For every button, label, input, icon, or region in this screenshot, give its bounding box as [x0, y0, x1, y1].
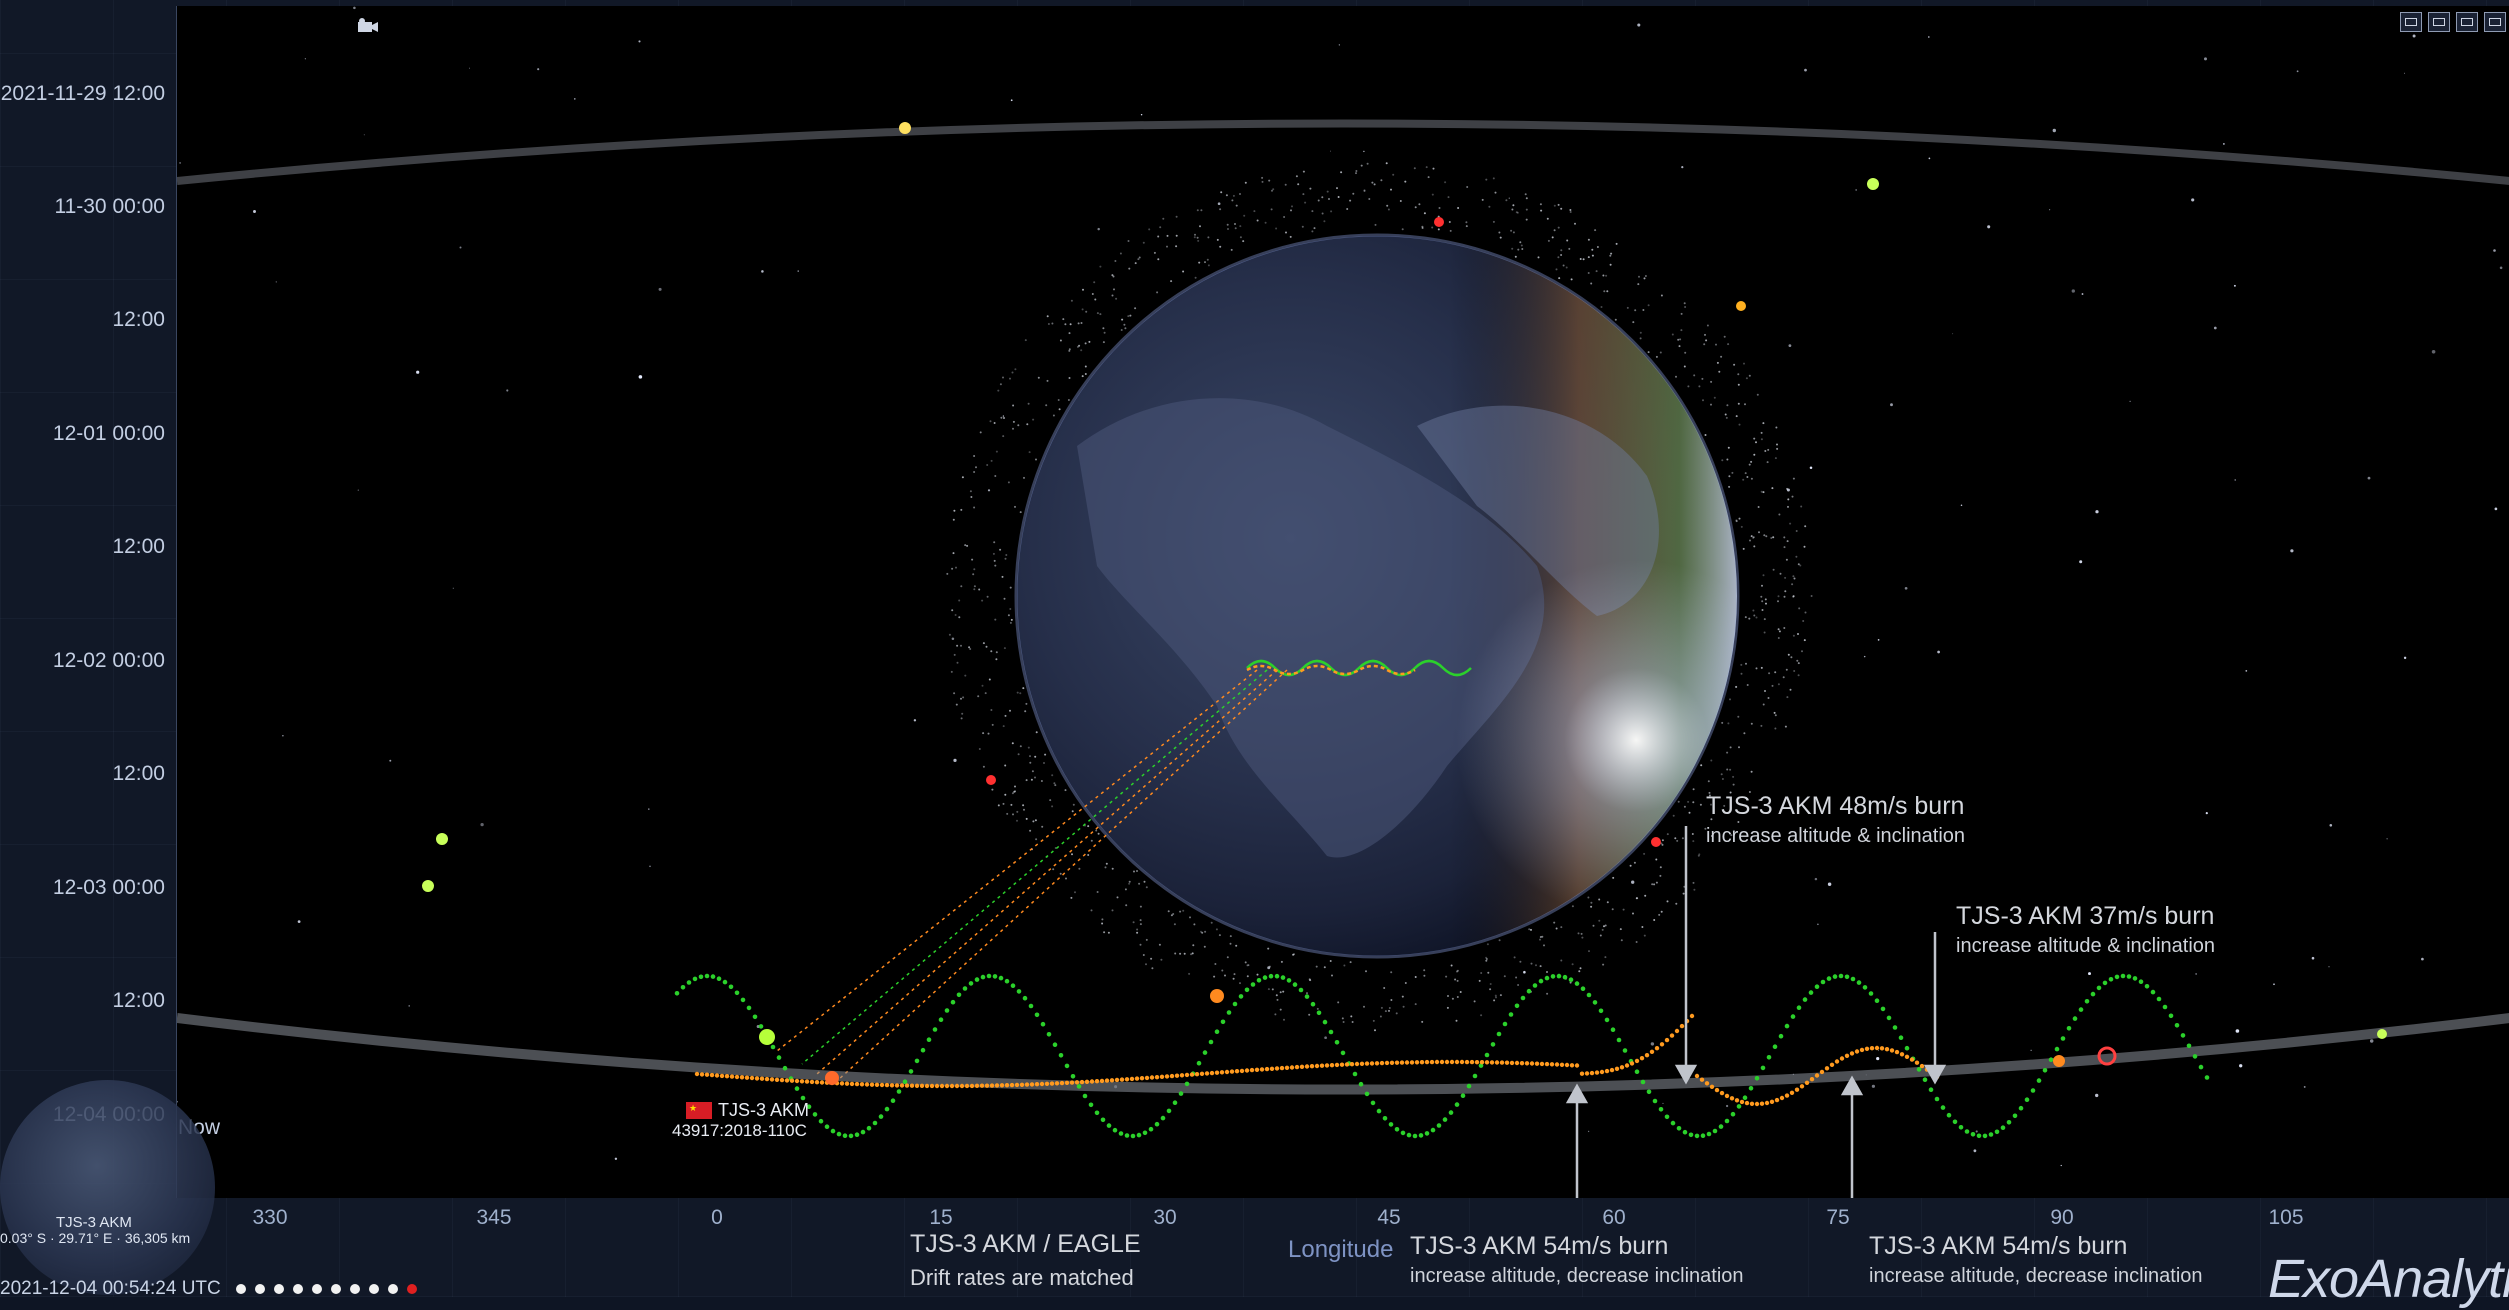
annotation-subtitle: increase altitude, decrease inclination — [1410, 1265, 1744, 1287]
china-flag-icon — [686, 1102, 712, 1119]
annotation-title: TJS-3 AKM / EAGLE — [910, 1230, 1141, 1258]
time-axis-label: 12-03 00:00 — [52, 876, 165, 899]
geo-belt-upper — [177, 119, 2509, 185]
time-axis-label: 12-02 00:00 — [52, 649, 165, 672]
longitude-tick: 345 — [476, 1206, 512, 1229]
earth-globe — [1014, 233, 1740, 959]
camera-icon[interactable] — [357, 18, 379, 34]
annotation-subtitle: increase altitude & inclination — [1706, 825, 1966, 847]
longitude-tick: 45 — [1377, 1206, 1401, 1229]
mini-globe[interactable] — [0, 1080, 215, 1295]
akm-track — [694, 1013, 1940, 1107]
speed-dot[interactable] — [255, 1284, 265, 1294]
speed-dot[interactable] — [331, 1284, 341, 1294]
longitude-tick: 30 — [1153, 1206, 1177, 1229]
speed-dot[interactable] — [274, 1284, 284, 1294]
split-view-icon[interactable] — [2456, 12, 2478, 32]
longitude-axis-title: Longitude — [1288, 1236, 1394, 1263]
longitude-tick: 105 — [2268, 1206, 2304, 1229]
debris-cloud — [946, 162, 1813, 1032]
satellite-label[interactable]: TJS-3 AKM 43917:2018-110C — [672, 1100, 810, 1141]
burn-markers — [1565, 826, 1947, 1198]
scene-canvas — [177, 6, 2509, 1198]
grid-view-icon[interactable] — [2484, 12, 2506, 32]
time-axis-label: 12:00 — [112, 308, 165, 331]
view-toolbar — [2400, 12, 2506, 32]
longitude-tick: 75 — [1826, 1206, 1850, 1229]
time-axis-label: 12:00 — [112, 762, 165, 785]
annotation-subtitle: increase altitude & inclination — [1956, 935, 2216, 957]
single-view-icon[interactable] — [2428, 12, 2450, 32]
geo-belt-lower — [177, 1013, 2509, 1095]
longitude-tick: 0 — [711, 1206, 723, 1229]
annotation-subtitle: increase altitude, decrease inclination — [1869, 1265, 2203, 1287]
satellite-name: TJS-3 AKM — [718, 1100, 810, 1120]
longitude-tick: 330 — [252, 1206, 288, 1229]
speed-dot[interactable] — [312, 1284, 322, 1294]
layout-icon[interactable] — [2400, 12, 2422, 32]
speed-dot[interactable] — [388, 1284, 398, 1294]
time-axis-label: 12:00 — [112, 989, 165, 1012]
longitude-tick: 90 — [2050, 1206, 2074, 1229]
speed-dot-active[interactable] — [407, 1284, 417, 1294]
annotation-burn-54-second: TJS-3 AKM 54m/s burn increase altitude, … — [1869, 1232, 2203, 1288]
longitude-tick: 15 — [929, 1206, 953, 1229]
annotation-title: TJS-3 AKM 54m/s burn — [1869, 1232, 2128, 1260]
speed-dot[interactable] — [369, 1284, 379, 1294]
speed-dot[interactable] — [350, 1284, 360, 1294]
eagle-track — [674, 973, 2210, 1139]
annotation-drift: TJS-3 AKM / EAGLE Drift rates are matche… — [910, 1230, 1141, 1291]
mini-view-coords: 0.03° S · 29.71° E · 36,305 km — [0, 1230, 191, 1246]
time-axis-label: 2021-11-29 12:00 — [0, 82, 165, 105]
orbit-viewport[interactable] — [176, 6, 2509, 1198]
tracked-object-red — [2097, 1046, 2117, 1066]
akm-object — [825, 1071, 839, 1085]
time-axis-label: 12-01 00:00 — [52, 422, 165, 445]
playback-speed-dots[interactable] — [236, 1284, 417, 1294]
annotation-burn-37: TJS-3 AKM 37m/s burn increase altitude &… — [1956, 902, 2215, 958]
speed-dot[interactable] — [293, 1284, 303, 1294]
brand-logo: ExoAnalytic — [2268, 1249, 2509, 1309]
annotation-title: TJS-3 AKM 37m/s burn — [1956, 902, 2215, 930]
annotation-subtitle: Drift rates are matched — [910, 1265, 1134, 1290]
satellite-designation: 43917:2018-110C — [672, 1121, 807, 1140]
longitude-tick: 60 — [1602, 1206, 1626, 1229]
ground-track-akm — [1246, 664, 1416, 676]
annotation-title: TJS-3 AKM 48m/s burn — [1706, 792, 1965, 820]
utc-clock: 2021-12-04 00:54:24 UTC — [0, 1278, 221, 1299]
time-axis-label: 11-30 00:00 — [54, 195, 165, 218]
annotation-burn-54-first: TJS-3 AKM 54m/s burn increase altitude, … — [1410, 1232, 1744, 1288]
speed-dot[interactable] — [236, 1284, 246, 1294]
mini-view-name: TJS-3 AKM — [56, 1214, 132, 1231]
annotation-burn-48: TJS-3 AKM 48m/s burn increase altitude &… — [1706, 792, 1965, 848]
tracked-object-green — [759, 1029, 775, 1045]
annotation-title: TJS-3 AKM 54m/s burn — [1410, 1232, 1669, 1260]
time-axis-label: 12:00 — [112, 535, 165, 558]
